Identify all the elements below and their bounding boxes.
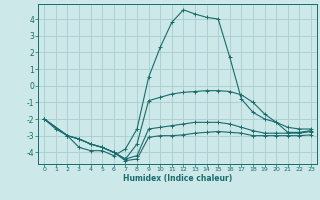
X-axis label: Humidex (Indice chaleur): Humidex (Indice chaleur) (123, 174, 232, 183)
